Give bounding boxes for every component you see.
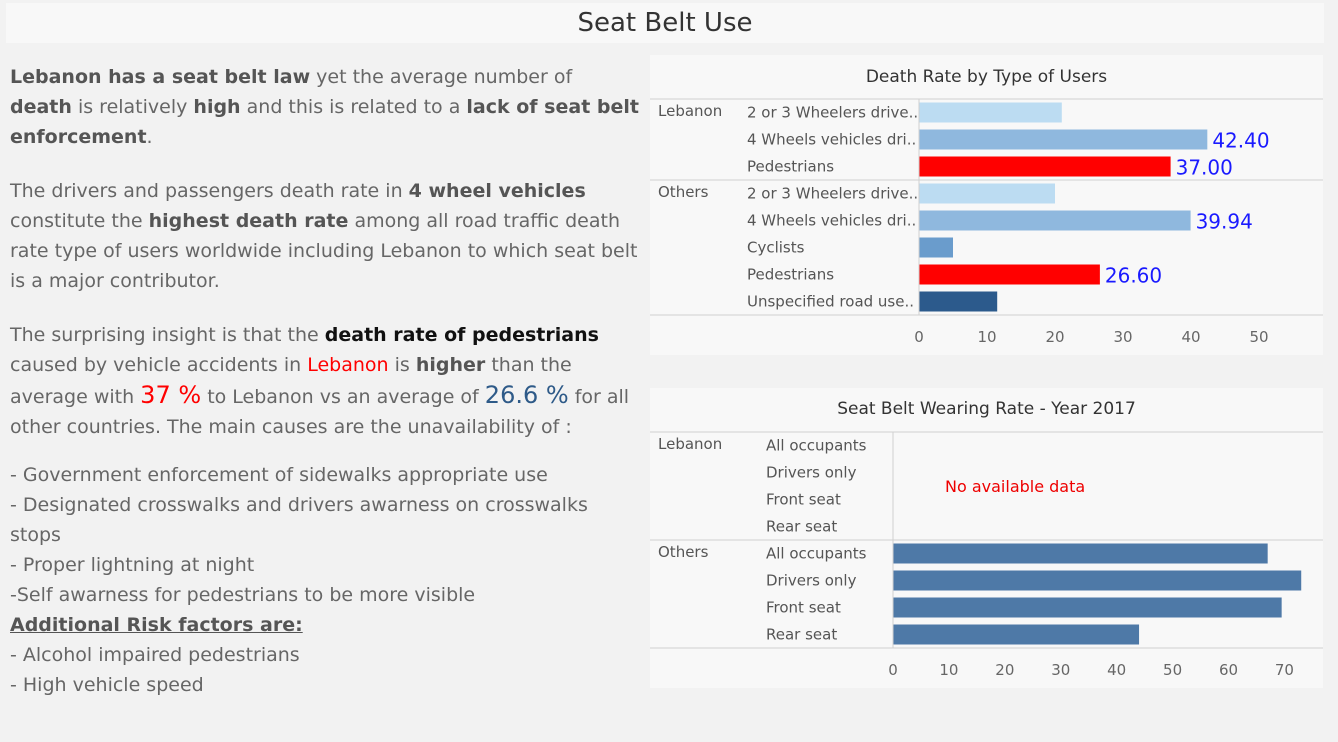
category-label: 2 or 3 Wheelers drive.. [747, 185, 918, 203]
tick-label: 40 [1107, 661, 1126, 679]
text-span: 4 wheel vehicles [408, 180, 586, 202]
list-item: - Alcohol impaired pedestrians [10, 644, 300, 666]
death-rate-panel: Death Rate by Type of Users Lebanon 2 or … [650, 55, 1323, 355]
seat-belt-chart-title: Seat Belt Wearing Rate - Year 2017 [837, 399, 1136, 419]
text-span: higher [415, 354, 486, 376]
text-span: highest death rate [148, 210, 349, 232]
tick-label: 40 [1181, 328, 1200, 346]
lebanon-pedestrian-rate: 37 % [140, 381, 202, 409]
tick-label: 0 [914, 328, 924, 346]
group-label: Lebanon [658, 102, 722, 120]
category-label: Pedestrians [747, 266, 834, 284]
narrative-paragraph-1: Lebanon has a seat belt law yet the aver… [10, 62, 640, 152]
bar [919, 291, 998, 312]
category-label: Rear seat [766, 518, 837, 536]
text-span: constitute the [10, 210, 149, 232]
group-label: Others [658, 183, 709, 201]
tick-label: 60 [1219, 661, 1238, 679]
text-span: lack of seat belt enforcement [10, 96, 639, 148]
text-span: Lebanon has a seat belt law [10, 66, 311, 88]
tick-label: 50 [1249, 328, 1268, 346]
data-label: 42.40 [1212, 129, 1269, 153]
text-span: caused by vehicle accidents in [10, 354, 308, 376]
category-label: Pedestrians [747, 158, 834, 176]
tick-label: 20 [995, 661, 1014, 679]
narrative-paragraph-2: The drivers and passengers death rate in… [10, 176, 640, 296]
seat-belt-chart: Lebanon All occupants Drivers only Front se… [650, 431, 1323, 679]
category-label: Drivers only [766, 572, 857, 590]
group-label: Others [658, 543, 709, 561]
bar [919, 156, 1171, 177]
category-label: All occupants [766, 545, 867, 563]
bar [919, 183, 1055, 204]
tick-label: 70 [1275, 661, 1294, 679]
tick-label: 50 [1163, 661, 1182, 679]
bar [893, 597, 1282, 618]
category-label: Cyclists [747, 239, 805, 257]
text-span: and this is related to a [240, 96, 467, 118]
group-label: Lebanon [658, 435, 722, 453]
page-title: Seat Belt Use [577, 8, 753, 38]
page-title-bar: Seat Belt Use [6, 3, 1324, 43]
category-label: 2 or 3 Wheelers drive.. [747, 104, 918, 122]
narrative-paragraph-3: The surprising insight is that the death… [10, 320, 640, 442]
text-span: death rate of pedestrians [324, 324, 599, 346]
tick-label: 30 [1113, 328, 1132, 346]
text-span: The surprising insight is that the [10, 324, 325, 346]
category-label: 4 Wheels vehicles dri.. [747, 131, 916, 149]
category-label: 4 Wheels vehicles dri.. [747, 212, 916, 230]
bar [893, 570, 1302, 591]
data-label: 39.94 [1196, 210, 1253, 234]
text-span: among all road traffic death rate type o… [10, 210, 638, 292]
bar [919, 210, 1191, 231]
text-span: to Lebanon vs an average of [201, 386, 485, 408]
bar [919, 129, 1208, 150]
bar [919, 102, 1062, 123]
seat-belt-panel: Seat Belt Wearing Rate - Year 2017 Leban… [650, 388, 1323, 688]
list-item: - High vehicle speed [10, 674, 204, 696]
narrative-text: Lebanon has a seat belt law yet the aver… [10, 62, 640, 700]
tick-label: 20 [1045, 328, 1064, 346]
data-label: 26.60 [1105, 264, 1162, 288]
tick-label: 10 [977, 328, 996, 346]
text-span: is relatively [71, 96, 194, 118]
bar [893, 543, 1268, 564]
death-rate-chart: Lebanon 2 or 3 Wheelers drive.. 4 Wheels v… [650, 98, 1323, 346]
text-span: . [146, 126, 153, 148]
bar [919, 264, 1100, 285]
bar [893, 624, 1140, 645]
list-item: -Self awarness for pedestrians to be mor… [10, 584, 476, 606]
text-span: than the average with [10, 354, 572, 408]
tick-label: 10 [939, 661, 958, 679]
text-span: Lebanon [307, 354, 389, 376]
category-label: Drivers only [766, 464, 857, 482]
no-data-note: No available data [945, 477, 1085, 496]
causes-list: - Government enforcement of sidewalks ap… [10, 460, 640, 700]
text-span: death [10, 96, 72, 118]
data-label: 37.00 [1176, 156, 1233, 180]
list-item: - Government enforcement of sidewalks ap… [10, 464, 548, 486]
category-label: All occupants [766, 437, 867, 455]
tick-label: 30 [1051, 661, 1070, 679]
category-label: Front seat [766, 491, 841, 509]
list-item: - Proper lightning at night [10, 554, 255, 576]
risk-heading: Additional Risk factors are: [10, 614, 303, 636]
others-pedestrian-rate: 26.6 % [484, 381, 569, 409]
bar [919, 237, 953, 258]
tick-label: 0 [888, 661, 898, 679]
death-rate-chart-title: Death Rate by Type of Users [865, 67, 1108, 87]
text-span: yet the average number of [310, 66, 573, 88]
text-span: high [193, 96, 241, 118]
category-label: Front seat [766, 599, 841, 617]
category-label: Rear seat [766, 626, 837, 644]
text-span: for all other countries. The main causes… [10, 386, 630, 438]
list-item: - Designated crosswalks and drivers awar… [10, 494, 588, 546]
category-label: Unspecified road use.. [747, 293, 914, 311]
text-span: is [388, 354, 416, 376]
text-span: The drivers and passengers death rate in [10, 180, 409, 202]
